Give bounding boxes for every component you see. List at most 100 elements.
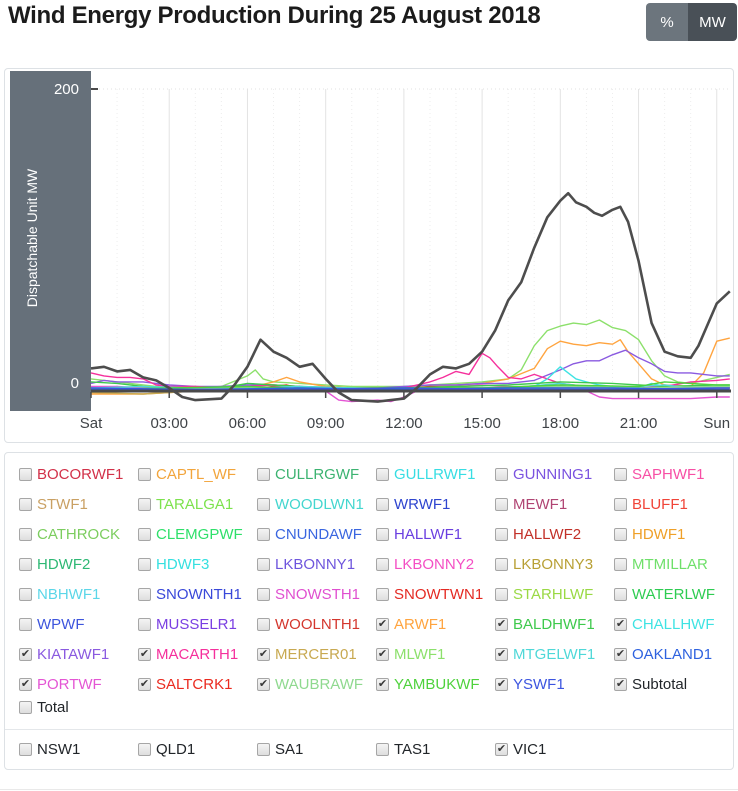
region-checkbox-sa1[interactable]: SA1: [257, 741, 376, 758]
unchecked-checkbox-icon[interactable]: [257, 527, 270, 541]
checked-checkbox-icon[interactable]: ✔: [614, 617, 627, 631]
checked-checkbox-icon[interactable]: ✔: [495, 743, 508, 756]
farm-checkbox-subtotal[interactable]: ✔ Subtotal: [614, 676, 733, 693]
unchecked-checkbox-icon[interactable]: [138, 587, 151, 601]
unchecked-checkbox-icon[interactable]: [614, 527, 627, 541]
checked-checkbox-icon[interactable]: ✔: [19, 647, 32, 661]
farm-checkbox-hdwf2[interactable]: HDWF2: [19, 556, 138, 573]
farm-checkbox-mtmillar[interactable]: MTMILLAR: [614, 556, 733, 573]
checked-checkbox-icon[interactable]: ✔: [257, 677, 270, 691]
checked-checkbox-icon[interactable]: ✔: [614, 677, 627, 691]
unchecked-checkbox-icon[interactable]: [19, 617, 32, 631]
farm-checkbox-snowtwn1[interactable]: SNOWTWN1: [376, 586, 495, 603]
unchecked-checkbox-icon[interactable]: [257, 587, 270, 601]
unchecked-checkbox-icon[interactable]: [376, 527, 389, 541]
unchecked-checkbox-icon[interactable]: [19, 587, 32, 601]
unchecked-checkbox-icon[interactable]: [495, 587, 508, 601]
unchecked-checkbox-icon[interactable]: [19, 497, 32, 511]
unchecked-checkbox-icon[interactable]: [138, 467, 151, 481]
farm-checkbox-lkbonny3[interactable]: LKBONNY3: [495, 556, 614, 573]
total-checkbox[interactable]: Total: [19, 699, 69, 716]
farm-checkbox-cathrock[interactable]: CATHROCK: [19, 526, 138, 543]
farm-checkbox-yswf1[interactable]: ✔ YSWF1: [495, 676, 614, 693]
farm-checkbox-saphwf1[interactable]: SAPHWF1: [614, 466, 733, 483]
unchecked-checkbox-icon[interactable]: [138, 527, 151, 541]
unchecked-checkbox-icon[interactable]: [138, 617, 151, 631]
unchecked-checkbox-icon[interactable]: [138, 743, 151, 756]
farm-checkbox-snownth1[interactable]: SNOWNTH1: [138, 586, 257, 603]
region-checkbox-tas1[interactable]: TAS1: [376, 741, 495, 758]
farm-checkbox-nbhwf1[interactable]: NBHWF1: [19, 586, 138, 603]
farm-checkbox-mlwf1[interactable]: ✔ MLWF1: [376, 646, 495, 663]
unchecked-checkbox-icon[interactable]: [138, 557, 151, 571]
unchecked-checkbox-icon[interactable]: [257, 467, 270, 481]
farm-checkbox-stwf1[interactable]: STWF1: [19, 496, 138, 513]
percent-toggle-button[interactable]: %: [646, 3, 688, 41]
farm-checkbox-gullrwf1[interactable]: GULLRWF1: [376, 466, 495, 483]
unchecked-checkbox-icon[interactable]: [19, 743, 32, 756]
unchecked-checkbox-icon[interactable]: [257, 557, 270, 571]
checked-checkbox-icon[interactable]: ✔: [376, 617, 389, 631]
farm-checkbox-macarth1[interactable]: ✔ MACARTH1: [138, 646, 257, 663]
unchecked-checkbox-icon[interactable]: [614, 497, 627, 511]
checked-checkbox-icon[interactable]: ✔: [376, 677, 389, 691]
farm-checkbox-saltcrk1[interactable]: ✔ SALTCRK1: [138, 676, 257, 693]
farm-checkbox-starhlwf[interactable]: STARHLWF: [495, 586, 614, 603]
farm-checkbox-lkbonny1[interactable]: LKBONNY1: [257, 556, 376, 573]
unchecked-checkbox-icon[interactable]: [257, 617, 270, 631]
unchecked-checkbox-icon[interactable]: [376, 743, 389, 756]
farm-checkbox-woodlwn1[interactable]: WOODLWN1: [257, 496, 376, 513]
farm-checkbox-waubrawf[interactable]: ✔ WAUBRAWF: [257, 676, 376, 693]
unchecked-checkbox-icon[interactable]: [495, 467, 508, 481]
checked-checkbox-icon[interactable]: ✔: [614, 647, 627, 661]
farm-checkbox-mewf1[interactable]: MEWF1: [495, 496, 614, 513]
farm-checkbox-baldhwf1[interactable]: ✔ BALDHWF1: [495, 616, 614, 633]
checked-checkbox-icon[interactable]: ✔: [495, 677, 508, 691]
farm-checkbox-wpwf[interactable]: WPWF: [19, 616, 138, 633]
farm-checkbox-hallwf2[interactable]: HALLWF2: [495, 526, 614, 543]
farm-checkbox-gunning1[interactable]: GUNNING1: [495, 466, 614, 483]
checked-checkbox-icon[interactable]: ✔: [138, 647, 151, 661]
farm-checkbox-snowsth1[interactable]: SNOWSTH1: [257, 586, 376, 603]
farm-checkbox-cullrgwf[interactable]: CULLRGWF: [257, 466, 376, 483]
farm-checkbox-kiatawf1[interactable]: ✔ KIATAWF1: [19, 646, 138, 663]
unchecked-checkbox-icon[interactable]: [376, 587, 389, 601]
unchecked-checkbox-icon[interactable]: [614, 587, 627, 601]
checked-checkbox-icon[interactable]: ✔: [19, 677, 32, 691]
checked-checkbox-icon[interactable]: ✔: [376, 647, 389, 661]
farm-checkbox-captl_wf[interactable]: CAPTL_WF: [138, 466, 257, 483]
farm-checkbox-taralga1[interactable]: TARALGA1: [138, 496, 257, 513]
unchecked-checkbox-icon[interactable]: [614, 467, 627, 481]
unchecked-checkbox-icon[interactable]: [19, 701, 32, 714]
unchecked-checkbox-icon[interactable]: [495, 557, 508, 571]
unchecked-checkbox-icon[interactable]: [19, 557, 32, 571]
unchecked-checkbox-icon[interactable]: [257, 497, 270, 511]
farm-checkbox-woolnth1[interactable]: WOOLNTH1: [257, 616, 376, 633]
unchecked-checkbox-icon[interactable]: [138, 497, 151, 511]
unchecked-checkbox-icon[interactable]: [376, 467, 389, 481]
checked-checkbox-icon[interactable]: ✔: [495, 647, 508, 661]
mw-toggle-button[interactable]: MW: [688, 3, 737, 41]
unchecked-checkbox-icon[interactable]: [376, 557, 389, 571]
farm-checkbox-musselr1[interactable]: MUSSELR1: [138, 616, 257, 633]
farm-checkbox-bocorwf1[interactable]: BOCORWF1: [19, 466, 138, 483]
checked-checkbox-icon[interactable]: ✔: [495, 617, 508, 631]
farm-checkbox-bluff1[interactable]: BLUFF1: [614, 496, 733, 513]
region-checkbox-vic1[interactable]: ✔ VIC1: [495, 741, 614, 758]
unchecked-checkbox-icon[interactable]: [495, 527, 508, 541]
farm-checkbox-oakland1[interactable]: ✔ OAKLAND1: [614, 646, 733, 663]
unchecked-checkbox-icon[interactable]: [376, 497, 389, 511]
unchecked-checkbox-icon[interactable]: [19, 467, 32, 481]
farm-checkbox-mtgelwf1[interactable]: ✔ MTGELWF1: [495, 646, 614, 663]
farm-checkbox-portwf[interactable]: ✔ PORTWF: [19, 676, 138, 693]
farm-checkbox-challhwf[interactable]: ✔ CHALLHWF: [614, 616, 733, 633]
farm-checkbox-hdwf1[interactable]: HDWF1: [614, 526, 733, 543]
farm-checkbox-hallwf1[interactable]: HALLWF1: [376, 526, 495, 543]
checked-checkbox-icon[interactable]: ✔: [138, 677, 151, 691]
checked-checkbox-icon[interactable]: ✔: [257, 647, 270, 661]
farm-checkbox-arwf1[interactable]: ✔ ARWF1: [376, 616, 495, 633]
unchecked-checkbox-icon[interactable]: [495, 497, 508, 511]
farm-checkbox-hdwf3[interactable]: HDWF3: [138, 556, 257, 573]
farm-checkbox-clemgpwf[interactable]: CLEMGPWF: [138, 526, 257, 543]
farm-checkbox-wrwf1[interactable]: WRWF1: [376, 496, 495, 513]
